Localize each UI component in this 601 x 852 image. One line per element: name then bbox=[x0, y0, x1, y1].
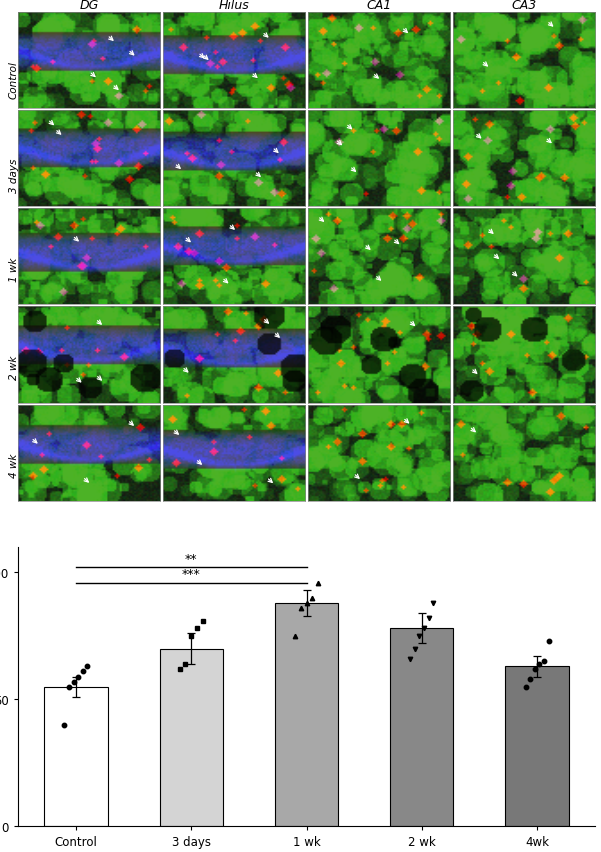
Y-axis label: 4 wk: 4 wk bbox=[9, 453, 19, 477]
Title: DG: DG bbox=[79, 0, 99, 12]
Bar bbox=[505, 666, 569, 826]
Bar bbox=[275, 603, 338, 826]
Bar bbox=[44, 687, 108, 826]
Title: CA1: CA1 bbox=[367, 0, 392, 12]
Text: ***: *** bbox=[182, 567, 201, 580]
Y-axis label: Control: Control bbox=[9, 60, 19, 99]
Text: **: ** bbox=[185, 552, 198, 565]
Y-axis label: 1 wk: 1 wk bbox=[9, 257, 19, 281]
Bar bbox=[159, 649, 223, 826]
Title: CA3: CA3 bbox=[511, 0, 537, 12]
Bar bbox=[390, 629, 454, 826]
Title: Hilus: Hilus bbox=[219, 0, 249, 12]
Y-axis label: 3 days: 3 days bbox=[9, 159, 19, 193]
Y-axis label: 2 wk: 2 wk bbox=[9, 355, 19, 379]
